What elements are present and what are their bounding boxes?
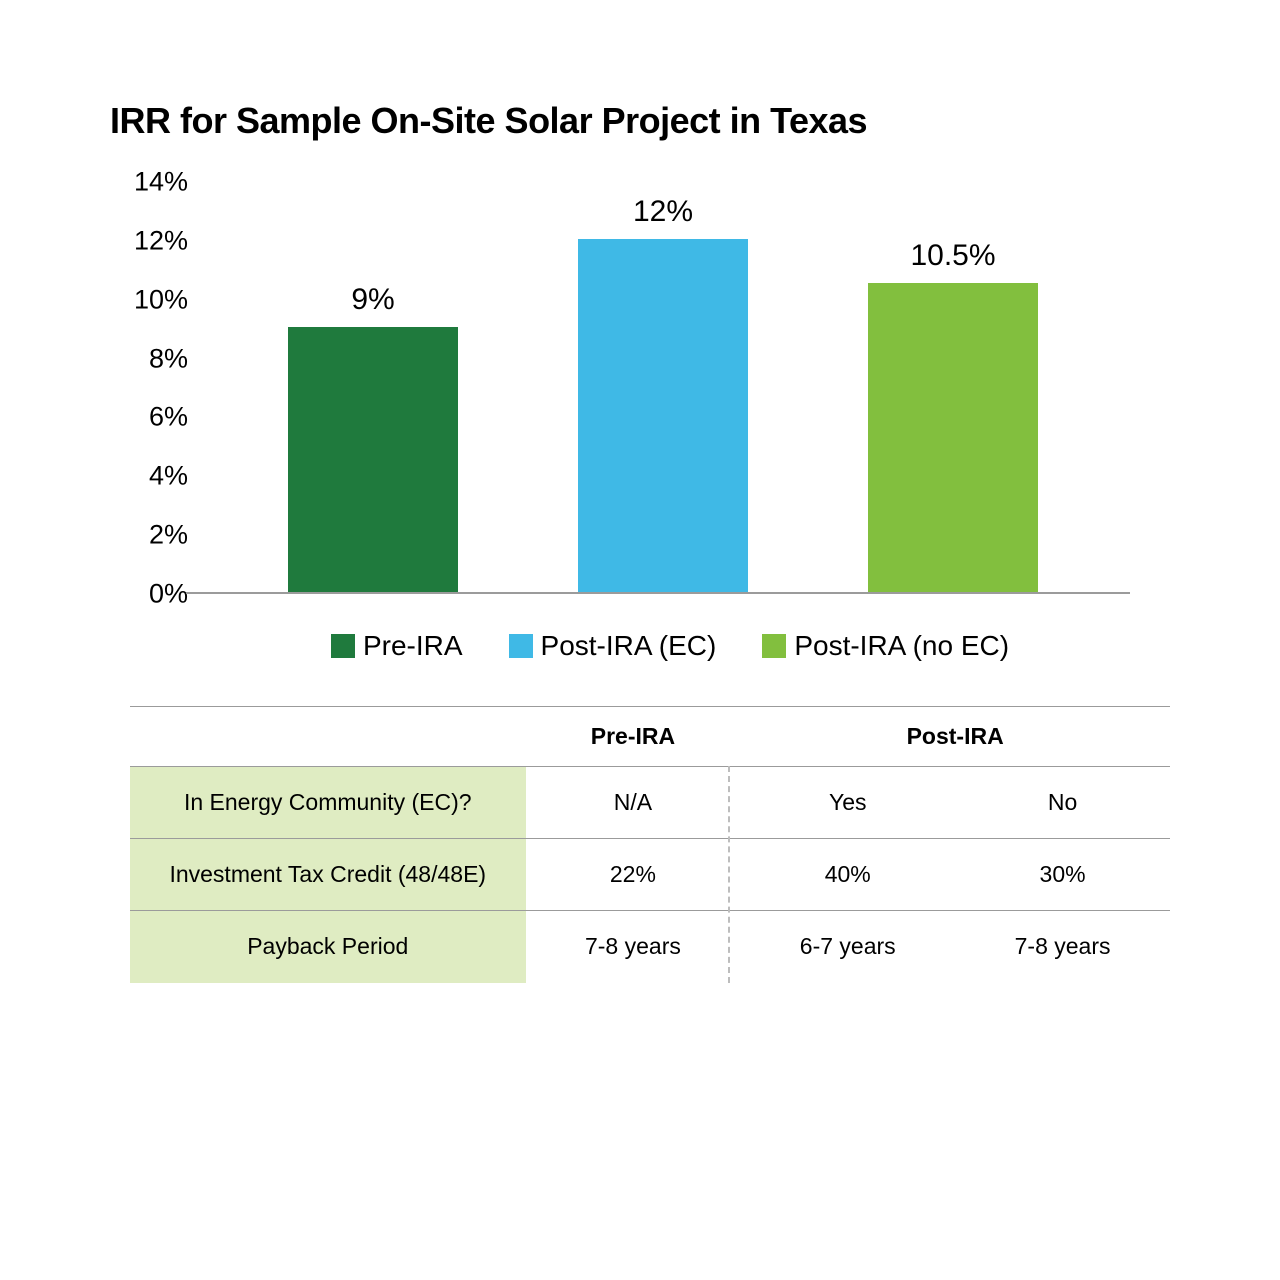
legend-swatch [509,634,533,658]
bar-value-label: 10.5% [910,239,995,273]
table-cell: 40% [740,839,955,911]
table-cell: No [955,767,1170,839]
plot-area: 9% 12% 10.5% [198,182,1130,594]
comparison-table: Pre-IRA Post-IRA In Energy Community (EC… [130,706,1170,983]
y-axis-label: 14% [134,167,188,198]
table-row: Payback Period 7-8 years 6-7 years 7-8 y… [130,911,1170,983]
bar: 12% [578,239,748,592]
table-cell: 30% [955,839,1170,911]
dashed-divider [728,766,730,983]
legend-label: Pre-IRA [363,630,463,662]
y-axis-label: 6% [149,402,188,433]
row-label: In Energy Community (EC)? [130,767,526,839]
table-header-pre: Pre-IRA [526,707,741,767]
x-axis-line [198,592,1130,594]
legend-item: Post-IRA (no EC) [762,630,1009,662]
bar: 9% [288,327,458,592]
table-row: Investment Tax Credit (48/48E) 22% 40% 3… [130,839,1170,911]
y-axis-label: 8% [149,343,188,374]
bar-chart: 0%2%4%6%8%10%12%14% 9%12%10.5% [110,172,1130,612]
axis-tick-ext [186,592,198,594]
y-axis: 0%2%4%6%8%10%12%14% [110,172,198,612]
comparison-table-wrap: Pre-IRA Post-IRA In Energy Community (EC… [120,706,1160,983]
y-axis-label: 2% [149,520,188,551]
chart-title: IRR for Sample On-Site Solar Project in … [110,100,1170,142]
table-cell: 7-8 years [955,911,1170,983]
bar-value-label: 9% [351,283,394,317]
y-axis-label: 10% [134,284,188,315]
bar: 10.5% [868,283,1038,592]
legend-item: Post-IRA (EC) [509,630,717,662]
y-axis-label: 4% [149,461,188,492]
table-header-empty [130,707,526,767]
table-cell: N/A [526,767,741,839]
legend-label: Post-IRA (EC) [541,630,717,662]
table-cell: 7-8 years [526,911,741,983]
legend-label: Post-IRA (no EC) [794,630,1009,662]
table-header-row: Pre-IRA Post-IRA [130,707,1170,767]
table-row: In Energy Community (EC)? N/A Yes No [130,767,1170,839]
legend-swatch [331,634,355,658]
table-cell: 6-7 years [740,911,955,983]
legend-swatch [762,634,786,658]
bar-value-label: 12% [633,195,693,229]
y-axis-label: 0% [149,579,188,610]
table-cell: Yes [740,767,955,839]
legend: Pre-IRA Post-IRA (EC) Post-IRA (no EC) [170,630,1170,662]
row-label: Investment Tax Credit (48/48E) [130,839,526,911]
table-header-post: Post-IRA [740,707,1170,767]
y-axis-label: 12% [134,225,188,256]
table-cell: 22% [526,839,741,911]
legend-item: Pre-IRA [331,630,463,662]
row-label: Payback Period [130,911,526,983]
